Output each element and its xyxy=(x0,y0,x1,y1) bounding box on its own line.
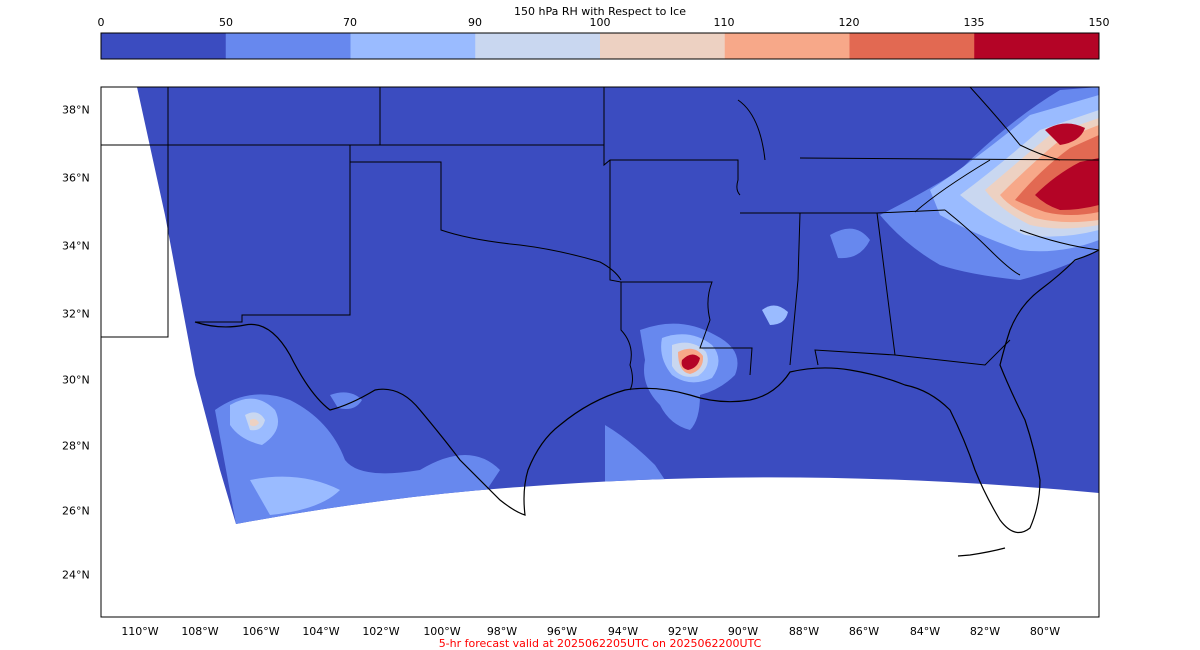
lon-label: 102°W xyxy=(362,625,400,638)
lon-label: 92°W xyxy=(667,625,699,638)
colorbar-title: 150 hPa RH with Respect to Ice xyxy=(514,5,686,18)
rh-contours xyxy=(215,87,1099,524)
rh-band-ne-135b xyxy=(1045,123,1085,145)
rh-patch-al-50 xyxy=(830,228,870,259)
lat-label: 28°N xyxy=(62,439,90,453)
rh-patch-gulf-west-50 xyxy=(330,392,362,409)
lon-label: 96°W xyxy=(546,625,578,638)
colorbar-tick: 100 xyxy=(589,16,611,29)
state-borders xyxy=(101,86,1100,391)
colorbar-tick: 110 xyxy=(713,16,735,29)
lon-label: 104°W xyxy=(302,625,340,638)
colorbar-bin xyxy=(101,33,227,59)
colorbar-bin xyxy=(350,33,476,59)
rh-patch-mexico-100 xyxy=(250,419,259,427)
rh-patch-mexico-south-70 xyxy=(250,476,340,515)
lon-label: 98°W xyxy=(486,625,518,638)
lon-label: 100°W xyxy=(423,625,461,638)
colorbar-tick: 50 xyxy=(219,16,233,29)
rh-patch-ms-70 xyxy=(762,305,788,325)
gulf-coastline xyxy=(194,249,1100,534)
lon-label: 108°W xyxy=(181,625,219,638)
colorbar-tick: 135 xyxy=(963,16,985,29)
lon-label: 88°W xyxy=(788,625,820,638)
colorbar-bin xyxy=(974,33,1100,59)
lat-label: 38°N xyxy=(62,103,90,117)
lon-label: 94°W xyxy=(607,625,639,638)
colorbar-tick: 120 xyxy=(838,16,860,29)
lat-label: 30°N xyxy=(62,373,90,387)
lat-label: 32°N xyxy=(62,307,90,321)
colorbar-tick: 0 xyxy=(97,16,105,29)
lon-label: 110°W xyxy=(121,625,159,638)
lon-label: 106°W xyxy=(242,625,280,638)
colorbar-tick: 90 xyxy=(468,16,482,29)
lat-label: 24°N xyxy=(62,568,90,582)
colorbar xyxy=(100,32,1100,60)
map-panel xyxy=(100,86,1100,618)
lon-label: 80°W xyxy=(1029,625,1061,638)
rh-cell-la-135 xyxy=(681,354,700,370)
lon-label: 84°W xyxy=(909,625,941,638)
lon-label: 82°W xyxy=(969,625,1001,638)
colorbar-tick: 70 xyxy=(343,16,357,29)
map-frame xyxy=(100,86,1100,618)
colorbar-bin xyxy=(724,33,850,59)
colorbar-bin xyxy=(849,33,975,59)
colorbar-bin xyxy=(600,33,726,59)
rh-band-ne-135 xyxy=(1035,158,1099,210)
lon-label: 90°W xyxy=(727,625,759,638)
colorbar-tick: 150 xyxy=(1088,16,1110,29)
colorbar-bin xyxy=(225,33,351,59)
lat-label: 26°N xyxy=(62,504,90,518)
lon-label: 86°W xyxy=(848,625,880,638)
lat-label: 36°N xyxy=(62,171,90,185)
rh-patch-gulf-50 xyxy=(605,425,665,484)
lat-label: 34°N xyxy=(62,239,90,253)
colorbar-bin xyxy=(475,33,601,59)
rh-field-domain xyxy=(137,87,1099,524)
forecast-valid-text: 5-hr forecast valid at 2025062205UTC on … xyxy=(438,637,762,650)
florida-keys xyxy=(957,547,1006,557)
